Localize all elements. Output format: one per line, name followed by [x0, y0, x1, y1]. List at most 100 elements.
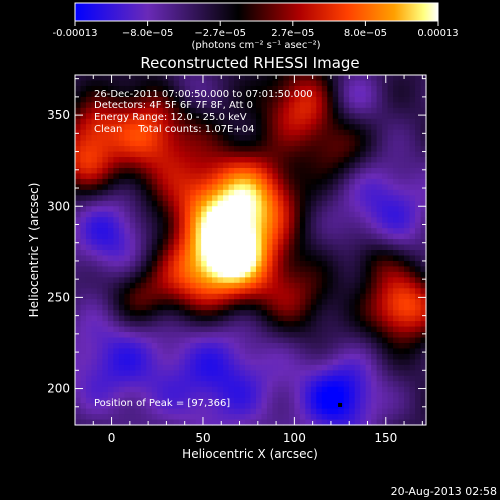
heatmap-cell: [228, 392, 235, 399]
heatmap-cell: [338, 255, 345, 262]
heatmap-cell: [245, 211, 252, 218]
heatmap-cell: [201, 107, 208, 114]
heatmap-cell: [354, 359, 361, 366]
heatmap-cell: [360, 337, 367, 344]
heatmap-cell: [283, 260, 290, 268]
heatmap-cell: [310, 359, 317, 366]
heatmap-cell: [91, 195, 98, 202]
heatmap-cell: [382, 146, 389, 153]
heatmap-cell: [146, 91, 153, 98]
heatmap-cell: [310, 260, 317, 268]
heatmap-cell: [343, 167, 350, 175]
heatmap-cell: [228, 271, 235, 278]
heatmap-cell: [266, 414, 274, 421]
heatmap-cell: [299, 162, 306, 169]
info-clean: Clean Total counts: 1.07E+04: [94, 124, 254, 135]
heatmap-cell: [343, 255, 350, 262]
heatmap-cell: [272, 408, 279, 415]
heatmap-cell: [162, 277, 169, 284]
heatmap-cell: [332, 282, 339, 289]
heatmap-cell: [190, 135, 197, 142]
heatmap-cell: [354, 332, 361, 339]
heatmap-cell: [255, 277, 263, 284]
heatmap-cell: [201, 113, 208, 120]
heatmap-cell: [255, 293, 263, 300]
heatmap-cell: [387, 392, 394, 399]
heatmap-cell: [376, 370, 383, 377]
heatmap-cell: [190, 288, 197, 295]
heatmap-cell: [349, 310, 356, 317]
heatmap-cell: [332, 173, 339, 180]
heatmap-cell: [404, 96, 411, 103]
heatmap-cell: [91, 326, 98, 333]
heatmap-cell: [135, 271, 142, 278]
heatmap-cell: [129, 178, 136, 185]
heatmap-cell: [184, 118, 191, 125]
heatmap-cell: [332, 304, 339, 311]
heatmap-cell: [272, 96, 279, 103]
heatmap-cell: [195, 124, 202, 131]
heatmap-cell: [206, 364, 213, 371]
heatmap-cell: [288, 414, 295, 421]
heatmap-image: [75, 75, 427, 426]
heatmap-cell: [91, 75, 98, 82]
heatmap-cell: [212, 271, 219, 278]
heatmap-cell: [288, 277, 295, 284]
heatmap-cell: [365, 299, 372, 306]
heatmap-cell: [360, 200, 367, 207]
heatmap-cell: [118, 260, 125, 268]
heatmap-cell: [124, 414, 131, 421]
heatmap-cell: [234, 271, 241, 278]
heatmap-cell: [349, 129, 356, 136]
heatmap-cell: [382, 337, 389, 344]
heatmap-cell: [261, 299, 268, 306]
heatmap-cell: [85, 375, 93, 382]
heatmap-cell: [212, 162, 219, 169]
heatmap-cell: [113, 364, 120, 371]
heatmap-cell: [371, 217, 378, 224]
heatmap-cell: [91, 348, 98, 355]
heatmap-cell: [398, 146, 405, 153]
heatmap-cell: [124, 381, 131, 388]
heatmap-cell: [91, 129, 98, 136]
heatmap-cell: [151, 271, 158, 278]
heatmap-cell: [266, 321, 274, 328]
heatmap-cell: [184, 342, 191, 350]
heatmap-cell: [360, 332, 367, 339]
heatmap-cell: [201, 151, 208, 158]
heatmap-cell: [371, 348, 378, 355]
heatmap-cell: [195, 342, 202, 350]
heatmap-cell: [349, 157, 356, 164]
heatmap-cell: [305, 337, 312, 344]
heatmap-cell: [228, 337, 235, 344]
heatmap-cell: [75, 206, 82, 213]
heatmap-cell: [349, 271, 356, 278]
heatmap-cell: [113, 370, 120, 377]
heatmap-cell: [168, 250, 175, 257]
heatmap-cell: [184, 178, 191, 185]
heatmap-cell: [140, 233, 147, 240]
heatmap-cell: [354, 228, 361, 235]
heatmap-cell: [113, 113, 120, 120]
heatmap-cell: [118, 315, 125, 322]
heatmap-cell: [223, 189, 230, 196]
heatmap-cell: [102, 250, 109, 257]
heatmap-cell: [91, 364, 98, 371]
heatmap-cell: [294, 135, 301, 142]
heatmap-cell: [135, 403, 142, 410]
heatmap-cell: [124, 255, 131, 262]
heatmap-cell: [173, 408, 180, 415]
heatmap-cell: [316, 315, 323, 322]
heatmap-cell: [201, 419, 208, 426]
heatmap-cell: [96, 217, 104, 224]
heatmap-cell: [343, 348, 350, 355]
x-tick-label: 50: [195, 431, 210, 445]
heatmap-cell: [195, 381, 202, 388]
heatmap-cell: [283, 386, 290, 393]
heatmap-cell: [338, 370, 345, 377]
heatmap-cell: [201, 332, 208, 339]
heatmap-cell: [415, 206, 422, 213]
heatmap-cell: [140, 80, 147, 87]
heatmap-cell: [321, 348, 328, 355]
heatmap-cell: [299, 359, 306, 366]
